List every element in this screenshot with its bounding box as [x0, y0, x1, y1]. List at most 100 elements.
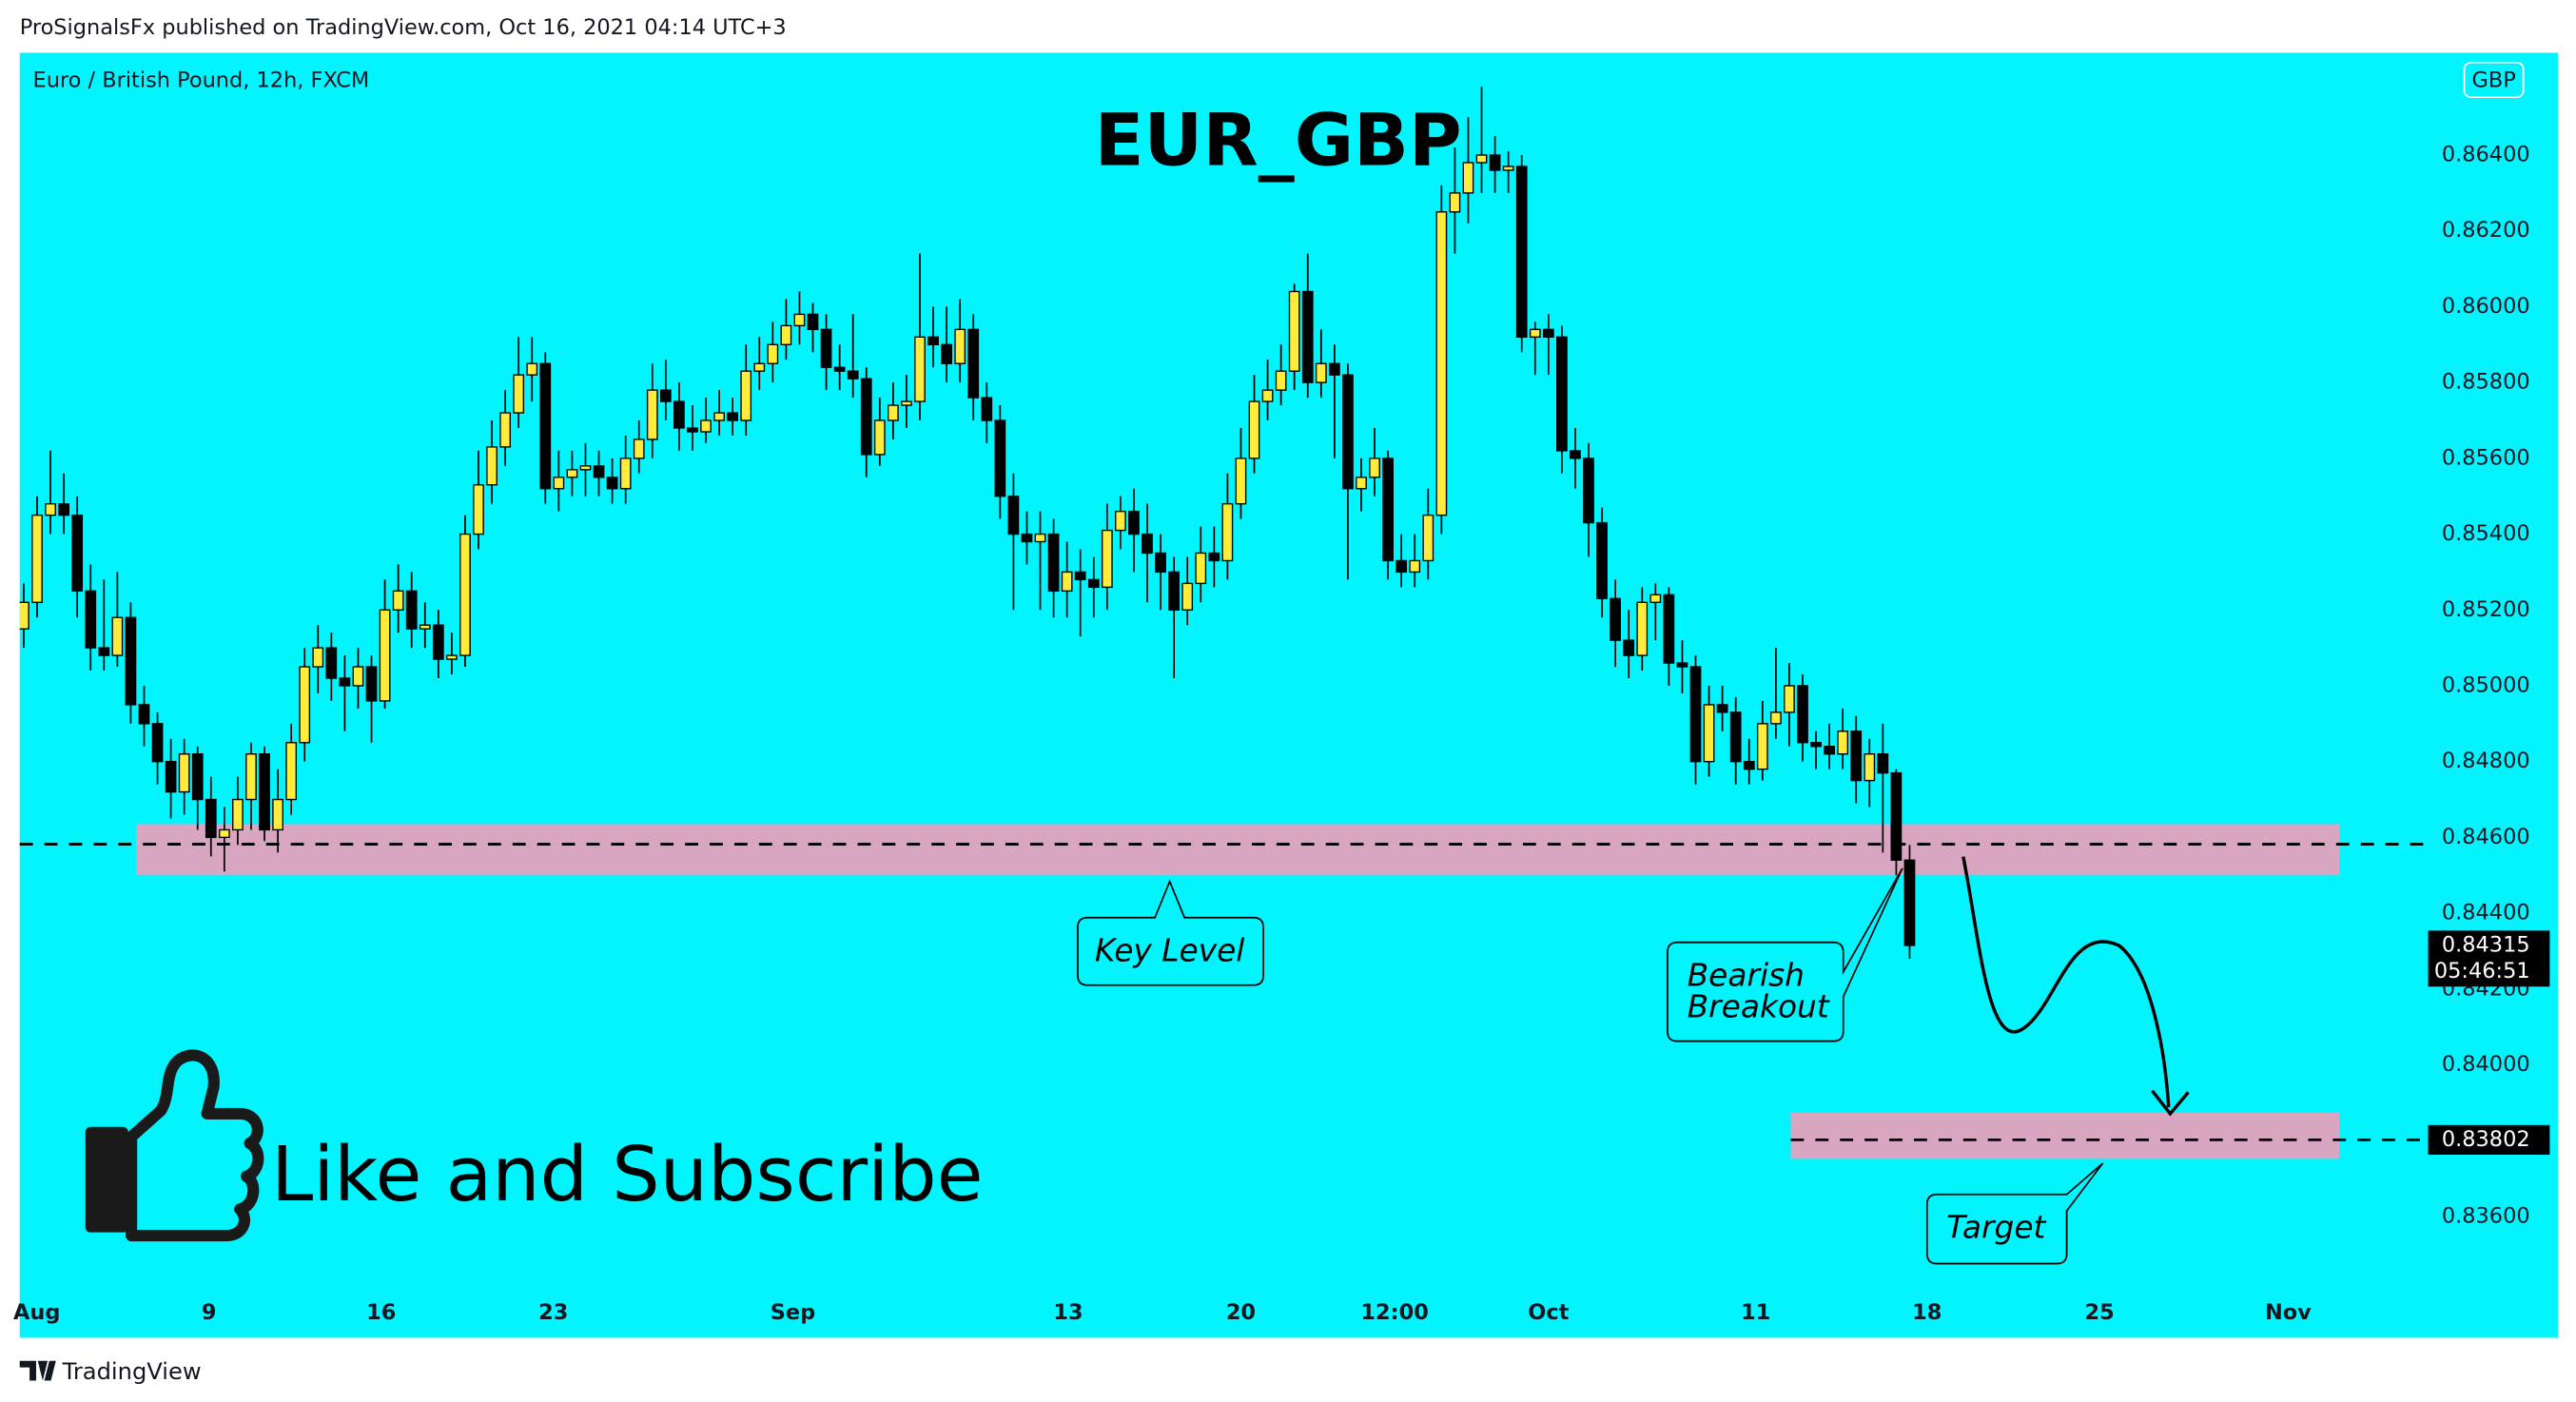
candle-body: [1449, 192, 1461, 213]
y-tick-label: 0.85000: [2442, 672, 2530, 697]
candle-body: [1649, 594, 1662, 603]
candle-body: [178, 753, 190, 793]
y-tick-label: 0.84600: [2442, 825, 2530, 849]
y-tick-label: 0.84800: [2442, 749, 2530, 773]
candle-body: [1356, 477, 1367, 490]
candle-body: [392, 590, 404, 611]
candle-body: [1315, 362, 1327, 383]
candle-body: [901, 400, 912, 406]
breakout-label: Bearish: [1688, 957, 1805, 994]
candle-body: [1181, 582, 1194, 611]
candle-body: [205, 798, 217, 839]
candle-body: [1195, 552, 1207, 585]
candle-body: [1903, 859, 1916, 946]
candle-body: [1128, 510, 1140, 535]
candle-body: [1221, 502, 1234, 562]
candle-body: [1784, 685, 1795, 713]
candle-body: [713, 412, 725, 421]
candle-body: [1369, 458, 1380, 478]
candle-body: [1824, 746, 1835, 755]
candle-body: [1583, 458, 1594, 524]
candle-body: [954, 328, 966, 364]
candle-body: [753, 362, 766, 372]
candle-body: [1342, 374, 1354, 490]
candle-body: [606, 477, 618, 490]
candle-body: [1716, 704, 1728, 713]
candle-body: [1596, 521, 1608, 600]
candle-body: [860, 378, 872, 456]
candle-body: [58, 502, 69, 516]
candle-body: [673, 400, 685, 429]
candle-body: [807, 313, 819, 331]
candle-body: [820, 328, 832, 368]
candle-body: [593, 465, 605, 478]
y-tick-label: 0.85800: [2442, 370, 2530, 395]
candle-body: [1797, 685, 1808, 744]
candle-body: [1328, 362, 1340, 376]
candle-body: [45, 502, 56, 516]
candle-body: [687, 427, 698, 433]
y-tick-label: 0.86400: [2442, 143, 2530, 167]
x-tick-label: 12:00: [1360, 1300, 1428, 1325]
price-zone: [136, 824, 2340, 876]
candle-body: [1890, 771, 1903, 861]
candle-body: [873, 419, 886, 456]
candle-body: [1489, 154, 1501, 171]
callouts: [1077, 867, 2104, 1265]
candle-body: [352, 666, 364, 687]
candle-body: [1275, 370, 1287, 391]
price-label: 0.84315: [2442, 932, 2530, 957]
candle-body: [1007, 496, 1020, 535]
candle-body: [299, 666, 311, 744]
candle-body: [432, 624, 444, 660]
candle-body: [1743, 760, 1755, 770]
candle-body: [833, 366, 846, 372]
candle-body: [1261, 389, 1274, 402]
price-label: 0.83802: [2442, 1127, 2530, 1152]
candle-body: [1689, 666, 1702, 763]
candle-body: [1864, 753, 1876, 782]
projection-arrow: [1961, 856, 2171, 1108]
x-tick-label: 9: [202, 1300, 217, 1325]
countdown-label: 05:46:51: [2434, 959, 2530, 983]
candle-body: [1542, 328, 1554, 339]
candle-body: [780, 324, 792, 345]
x-tick-label: 25: [2085, 1300, 2115, 1325]
candle-body: [1810, 742, 1822, 748]
candle-body: [1382, 458, 1394, 562]
key-level-label: Key Level: [1095, 932, 1245, 969]
candle-body: [473, 484, 484, 535]
candle-body: [1208, 552, 1220, 562]
candle-body: [1395, 559, 1408, 574]
candle-body: [553, 477, 565, 490]
breakout-label: Breakout: [1688, 988, 1830, 1025]
candle-body: [579, 465, 592, 471]
y-tick-label: 0.84000: [2442, 1052, 2530, 1077]
candle-body: [1837, 730, 1849, 755]
footer-brand: TradingView: [62, 1358, 202, 1385]
candle-body: [1235, 458, 1247, 505]
candle-body: [994, 419, 1006, 497]
candle-body: [1756, 723, 1768, 770]
currency: GBP: [2471, 68, 2515, 92]
symbol-info: Euro / British Pound, 12h, FXCM: [33, 68, 370, 92]
y-tick-label: 0.85400: [2442, 521, 2530, 546]
candle-body: [539, 362, 552, 490]
y-tick-label: 0.83600: [2442, 1203, 2530, 1228]
x-tick-label: 23: [538, 1300, 568, 1325]
candle-body: [1142, 533, 1153, 555]
price-label-box: [2428, 1124, 2550, 1156]
tradingview-logo: [19, 1360, 56, 1381]
candle-body: [1556, 336, 1568, 452]
candle-body: [85, 590, 97, 649]
candle-body: [1729, 711, 1742, 763]
candle-body: [1409, 559, 1421, 574]
candle-body: [1769, 711, 1782, 725]
candle-body: [1155, 552, 1166, 574]
candle-body: [499, 412, 511, 448]
candle-body: [847, 370, 859, 380]
candle-body: [1021, 533, 1033, 543]
candle-body: [19, 601, 29, 630]
candle-body: [379, 609, 391, 702]
